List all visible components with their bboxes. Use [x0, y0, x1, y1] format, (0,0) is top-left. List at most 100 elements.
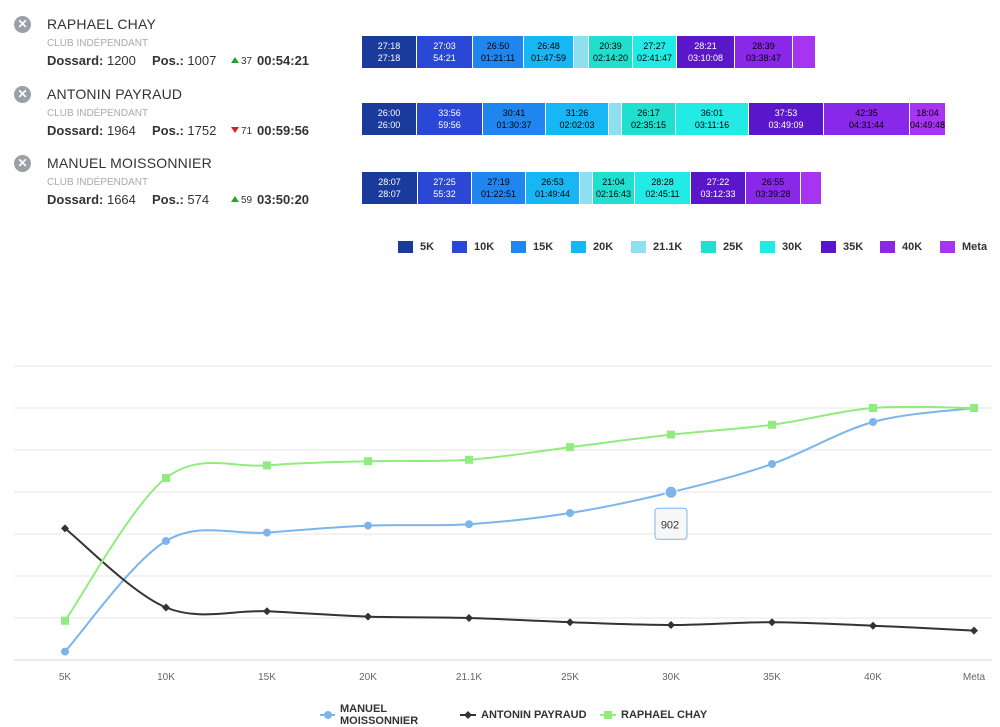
remove-runner-button[interactable]: ✕	[14, 16, 31, 33]
split-lap-time: 36:01	[700, 108, 724, 118]
series-legend: MANUEL MOISSONNIER ANTONIN PAYRAUD RAPHAEL…	[320, 703, 730, 727]
position-change: 59	[231, 195, 252, 206]
runner-club: CLUB INDÉPENDANT	[47, 108, 149, 119]
split-segment[interactable]: 28:39 03:38:47	[735, 36, 793, 68]
split-segment[interactable]: 36:01 03:11:16	[676, 103, 749, 135]
split-segment[interactable]: 21:04 02:16:43	[593, 172, 635, 204]
legend-marker-icon	[600, 711, 616, 719]
tooltip-value: 902	[661, 519, 679, 531]
data-point	[162, 537, 170, 545]
split-segment[interactable]	[793, 36, 816, 68]
x-tick-label: 25K	[561, 672, 579, 683]
split-segment[interactable]: 28:28 02:45:11	[635, 172, 691, 204]
runner-row: ✕ ANTONIN PAYRAUD CLUB INDÉPENDANT Dossard:…	[0, 86, 1000, 152]
split-legend-item[interactable]: 40K	[880, 241, 940, 253]
x-tick-label: 21.1K	[456, 672, 482, 683]
split-legend-item[interactable]: 35K	[821, 241, 880, 253]
series-legend-item[interactable]: ANTONIN PAYRAUD	[460, 703, 600, 727]
split-lap-time: 30:41	[502, 108, 526, 118]
split-segment[interactable]: 26:00 26:00	[362, 103, 417, 135]
legend-label: Meta	[962, 241, 988, 253]
split-lap-time: 21:04	[602, 177, 625, 187]
legend-label: 10K	[474, 241, 495, 253]
split-legend-item[interactable]: 20K	[571, 241, 631, 253]
split-lap-time: 33:56	[438, 108, 461, 118]
legend-label: 15K	[533, 241, 554, 253]
legend-swatch	[511, 241, 526, 253]
split-lap-time: 26:55	[761, 177, 785, 187]
data-point	[566, 618, 574, 627]
series-line	[64, 527, 975, 632]
split-segment[interactable]: 26:55 03:39:28	[746, 172, 801, 204]
split-segment[interactable]: 30:41 01:30:37	[483, 103, 546, 135]
split-total-time: 03:11:16	[694, 120, 730, 130]
arrow-down-icon	[231, 127, 239, 133]
remove-runner-button[interactable]: ✕	[14, 155, 31, 172]
split-segment[interactable]: 28:07 28:07	[362, 172, 418, 204]
position-change: 71	[231, 126, 252, 137]
split-segment[interactable]: 27:03 54:21	[417, 36, 473, 68]
split-segment[interactable]: 27:25 55:32	[418, 172, 472, 204]
split-segment[interactable]: 37:53 03:49:09	[749, 103, 824, 135]
remove-runner-button[interactable]: ✕	[14, 86, 31, 103]
legend-marker-icon	[460, 711, 476, 719]
split-segment[interactable]: 27:18 27:18	[362, 36, 417, 68]
series-legend-item[interactable]: MANUEL MOISSONNIER	[320, 703, 460, 727]
split-segment[interactable]: 26:48 01:47:59	[524, 36, 574, 68]
split-lap-time: 20:39	[599, 41, 622, 51]
split-lap-time: 26:48	[537, 41, 560, 51]
split-legend-item[interactable]: 25K	[701, 241, 760, 253]
legend-label: ANTONIN PAYRAUD	[481, 709, 587, 721]
split-lap-time: 28:28	[651, 177, 674, 187]
legend-swatch	[452, 241, 467, 253]
runner-row: ✕ RAPHAEL CHAY CLUB INDÉPENDANT Dossard: 12…	[0, 16, 1000, 82]
split-segment[interactable]: 18:04 04:49:48	[910, 103, 946, 135]
split-legend-item[interactable]: Meta	[940, 241, 990, 253]
split-total-time: 02:16:43	[595, 189, 632, 199]
split-segment[interactable]: 42:35 04:31:44	[824, 103, 910, 135]
split-segment[interactable]: 28:21 03:10:08	[677, 36, 735, 68]
split-segment[interactable]	[609, 103, 622, 135]
split-lap-time: 28:07	[378, 177, 401, 187]
split-total-time: 01:47:59	[530, 53, 567, 63]
split-segment[interactable]: 33:56 59:56	[417, 103, 483, 135]
split-lap-time: 27:22	[706, 177, 730, 187]
split-legend-item[interactable]: 30K	[760, 241, 821, 253]
split-legend-item[interactable]: 15K	[511, 241, 571, 253]
split-total-time: 04:49:48	[910, 120, 946, 130]
split-legend-item[interactable]: 10K	[452, 241, 511, 253]
split-total-time: 01:49:44	[534, 189, 571, 199]
data-point	[364, 457, 372, 466]
split-segment[interactable]	[574, 36, 589, 68]
split-segment[interactable]	[801, 172, 822, 204]
split-total-time: 01:21:11	[480, 53, 516, 63]
split-lap-time: 27:18	[377, 41, 401, 51]
runner-name: ANTONIN PAYRAUD	[47, 86, 183, 102]
legend-label: 40K	[902, 241, 923, 253]
split-bar: 27:18 27:18 27:03 54:21 26:50 01:21:11 26:48 01…	[362, 36, 816, 68]
series-legend-item[interactable]: RAPHAEL CHAY	[600, 703, 730, 727]
split-lap-time: 31:26	[565, 108, 589, 118]
split-lap-time: 26:17	[637, 108, 660, 118]
split-segment[interactable]: 26:17 02:35:15	[622, 103, 676, 135]
runner-name: RAPHAEL CHAY	[47, 16, 156, 32]
runner-time: 03:50:20	[257, 192, 310, 207]
runner-club: CLUB INDÉPENDANT	[47, 38, 149, 49]
split-legend-item[interactable]: 21.1K	[631, 241, 701, 253]
split-segment[interactable]	[580, 172, 593, 204]
legend-label: 30K	[782, 241, 803, 253]
split-segment[interactable]: 27:27 02:41:47	[633, 36, 677, 68]
split-legend-item[interactable]: 5K	[398, 241, 452, 253]
split-segment[interactable]: 26:50 01:21:11	[473, 36, 524, 68]
split-segment[interactable]: 31:26 02:02:03	[546, 103, 609, 135]
split-lap-time: 28:21	[694, 41, 717, 51]
split-segment[interactable]: 20:39 02:14:20	[589, 36, 633, 68]
runner-time: 00:59:56	[257, 123, 310, 138]
split-segment[interactable]: 26:53 01:49:44	[526, 172, 580, 204]
split-segment[interactable]: 27:22 03:12:33	[691, 172, 746, 204]
data-point	[61, 616, 69, 625]
legend-label: MANUEL MOISSONNIER	[339, 703, 419, 727]
split-segment[interactable]: 27:19 01:22:51	[472, 172, 526, 204]
data-point	[869, 404, 877, 412]
position: Pos.: 574	[152, 192, 210, 207]
